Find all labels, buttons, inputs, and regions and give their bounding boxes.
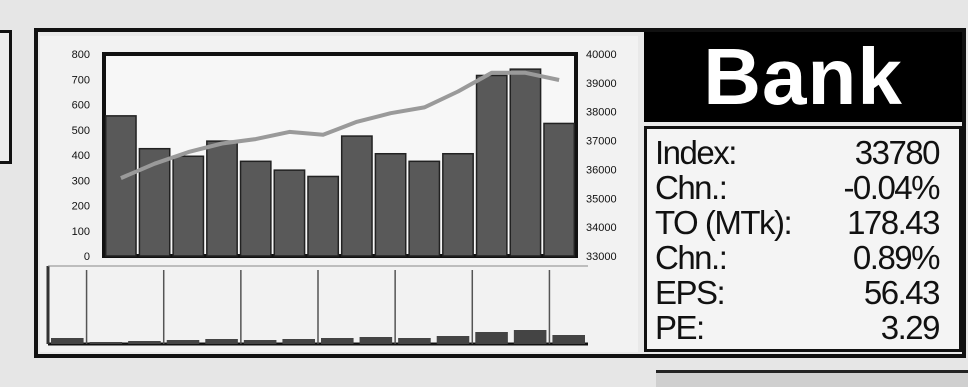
left-axis-tick-label: 800: [72, 49, 90, 61]
volume-bar: [513, 330, 547, 344]
left-panel-edge: [0, 30, 12, 164]
volume-bar: [51, 338, 84, 344]
bar: [273, 169, 306, 257]
left-axis-tick-label: 400: [72, 150, 90, 162]
bar: [509, 68, 542, 257]
right-axis-tick-label: 35000: [586, 193, 617, 205]
volume-bar: [552, 335, 585, 344]
left-axis-tick-label: 0: [84, 251, 90, 263]
volume-bar: [359, 337, 393, 344]
bar: [475, 74, 508, 257]
volume-bar: [205, 339, 238, 344]
volume-bar: [475, 332, 508, 344]
sector-title: Bank: [644, 32, 962, 122]
bar: [543, 122, 576, 257]
bar: [307, 175, 340, 257]
left-axis-tick-label: 200: [72, 201, 90, 213]
volume-bar: [166, 340, 200, 344]
stats-table: Index: 33780 Chn.: -0.04% TO (MTk): 178.…: [644, 126, 962, 352]
bar: [340, 135, 373, 257]
stat-label: TO (MTk):: [655, 203, 793, 241]
bar: [104, 115, 137, 257]
volume-bar: [128, 341, 161, 344]
stat-label: EPS:: [655, 273, 726, 311]
stat-label: PE:: [655, 308, 705, 346]
stat-row-index-change: Chn.: -0.04%: [655, 168, 940, 206]
right-axis-tick-label: 37000: [586, 136, 617, 148]
left-axis-tick-label: 300: [72, 175, 90, 187]
volume-bar: [243, 340, 277, 344]
right-axis-tick-label: 36000: [586, 164, 617, 176]
stat-row-pe: PE: 3.29: [655, 308, 941, 346]
bar: [408, 160, 441, 257]
volume-bar: [398, 338, 431, 344]
bar: [374, 152, 407, 257]
volume-bar: [321, 338, 354, 344]
right-axis-tick-label: 38000: [586, 107, 617, 119]
stat-label: Index:: [655, 133, 737, 171]
left-axis-tick-label: 500: [72, 125, 90, 137]
stat-value: -0.04%: [843, 168, 940, 206]
volume-bar: [282, 339, 315, 344]
bottom-scroll-strip: [656, 370, 968, 387]
volume-bar: [436, 336, 470, 344]
left-axis-tick-label: 600: [72, 100, 90, 112]
stat-row-eps: EPS: 56.43: [655, 273, 941, 311]
sector-chart: 800 700 600 500 400 300 200 100 0 40000 39000 38000…: [46, 49, 617, 346]
bar: [172, 155, 205, 257]
right-axis-tick-label: 40000: [586, 49, 617, 61]
index-line: [120, 70, 560, 180]
stat-value: 33780: [854, 133, 941, 171]
stat-row-index: Index: 33780: [655, 133, 941, 171]
stat-value: 0.89%: [852, 238, 941, 276]
stat-label: Chn.:: [655, 238, 728, 276]
volume-bar: [89, 342, 123, 344]
stat-value: 3.29: [880, 308, 941, 346]
bar: [442, 152, 474, 257]
right-axis-tick-label: 39000: [586, 78, 617, 90]
bar: [239, 160, 272, 257]
stat-row-turnover: TO (MTk): 178.43: [655, 203, 940, 241]
stat-value: 56.43: [863, 273, 941, 311]
right-axis-tick-label: 34000: [586, 222, 617, 234]
bar: [206, 140, 238, 257]
left-axis-tick-label: 700: [72, 74, 90, 86]
stat-value: 178.43: [847, 203, 940, 241]
chart-area: 800 700 600 500 400 300 200 100 0 40000 39000 38000…: [40, 36, 638, 352]
stat-row-turnover-change: Chn.: 0.89%: [655, 238, 941, 276]
stat-label: Chn.:: [655, 168, 728, 206]
left-axis-tick-label: 100: [72, 226, 90, 238]
right-axis-tick-label: 33000: [586, 251, 617, 263]
